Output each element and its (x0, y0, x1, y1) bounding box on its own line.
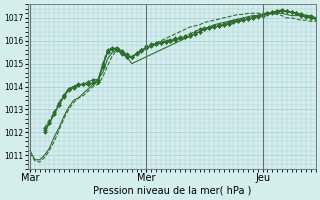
X-axis label: Pression niveau de la mer( hPa ): Pression niveau de la mer( hPa ) (92, 186, 251, 196)
